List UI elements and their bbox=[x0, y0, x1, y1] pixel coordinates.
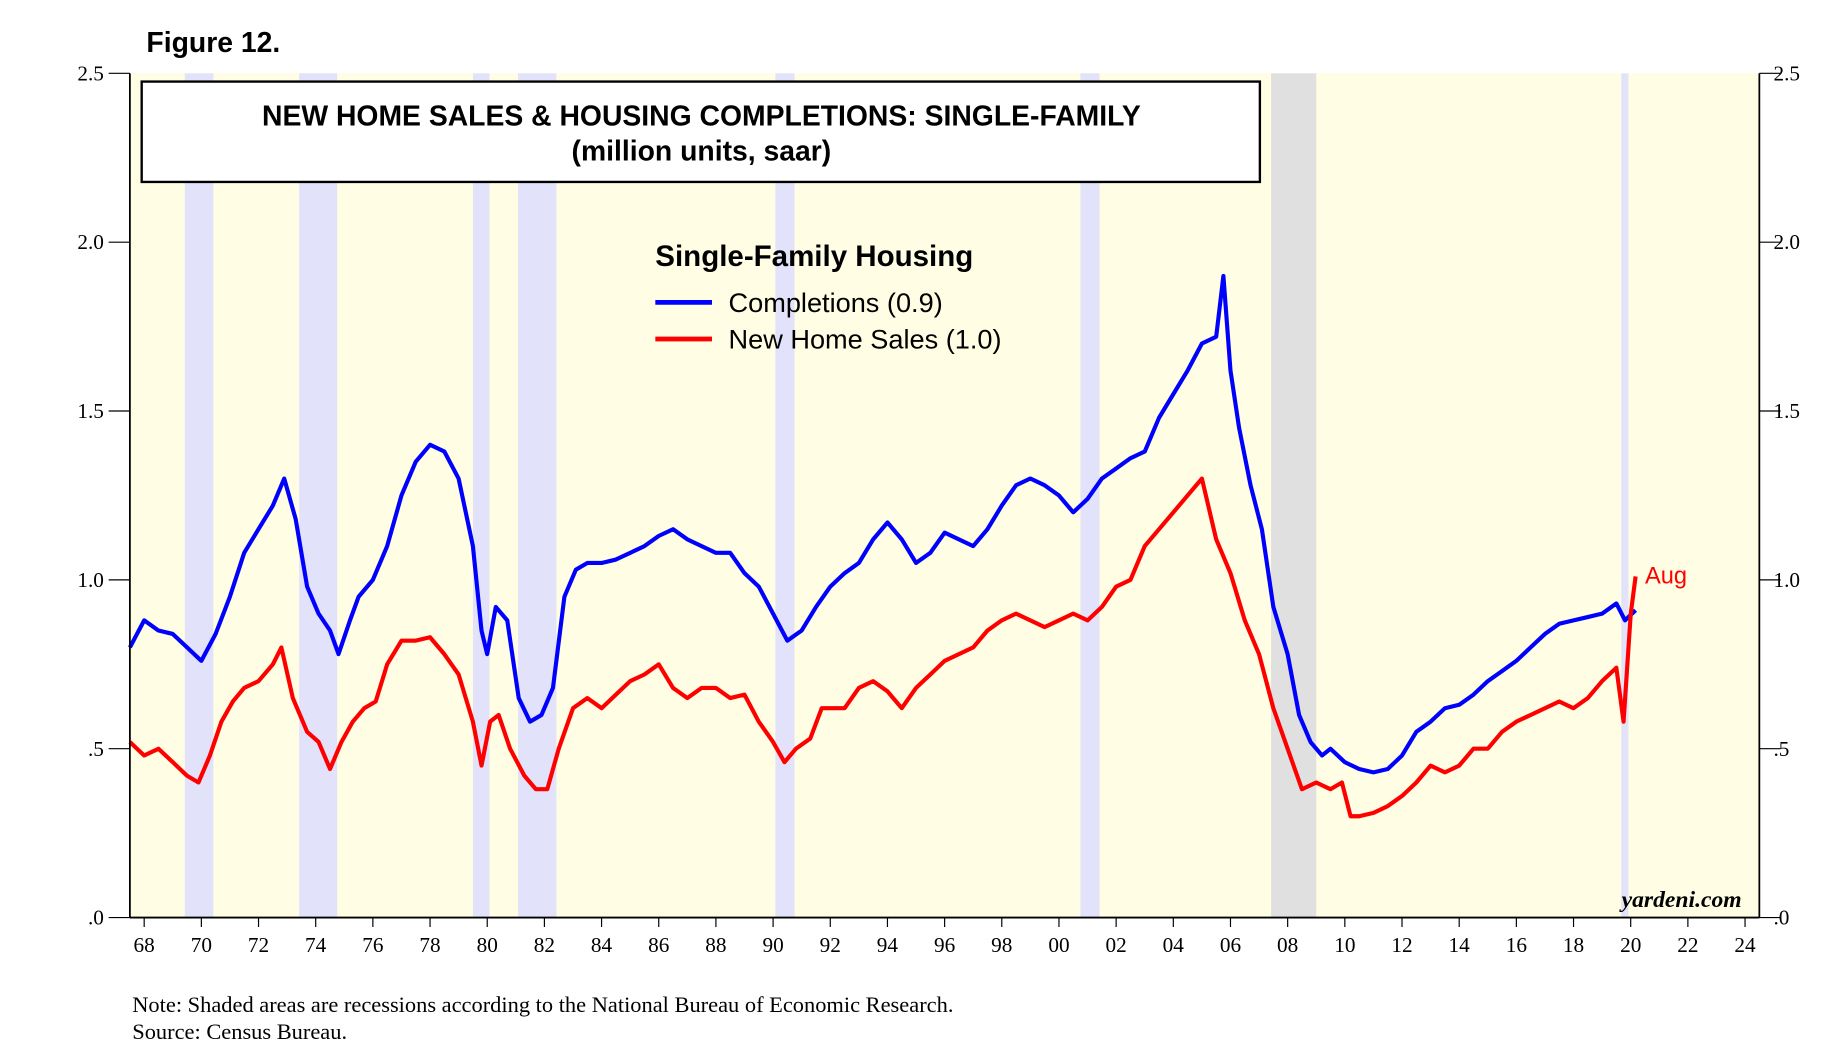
x-tick-label: 92 bbox=[820, 933, 841, 957]
series-line bbox=[128, 273, 1638, 775]
watermark: yardeni.com bbox=[1619, 887, 1742, 913]
x-tick-label: 74 bbox=[305, 933, 327, 957]
x-tick-label: 18 bbox=[1563, 933, 1584, 957]
recession-band bbox=[299, 73, 338, 918]
x-tick-label: 08 bbox=[1277, 933, 1298, 957]
x-tick-label: 22 bbox=[1677, 933, 1698, 957]
x-tick-label: 16 bbox=[1506, 933, 1527, 957]
chart-subtitle: (million units, saar) bbox=[572, 136, 832, 168]
plot-background bbox=[129, 73, 1760, 918]
x-tick-label: 14 bbox=[1449, 933, 1471, 957]
x-tick-label: 10 bbox=[1334, 933, 1355, 957]
title-box bbox=[140, 80, 1262, 184]
x-tick-label: 12 bbox=[1391, 933, 1412, 957]
x-tick-label: 76 bbox=[362, 933, 383, 957]
series-line bbox=[128, 476, 1638, 819]
recession-band bbox=[1271, 73, 1317, 918]
y-tick-label: .0 bbox=[88, 906, 104, 930]
y-tick-label: 2.0 bbox=[77, 230, 104, 254]
y2-tick-label: .0 bbox=[1774, 906, 1790, 930]
x-tick-label: 84 bbox=[591, 933, 613, 957]
source: Source: Census Bureau. bbox=[132, 1019, 347, 1044]
x-tick-label: 86 bbox=[648, 933, 669, 957]
x-tick-label: 00 bbox=[1048, 933, 1069, 957]
x-tick-label: 70 bbox=[191, 933, 212, 957]
y2-tick-label: 2.5 bbox=[1774, 61, 1801, 85]
y-tick-label: 1.5 bbox=[77, 399, 104, 423]
x-tick-label: 24 bbox=[1734, 933, 1756, 957]
x-tick-label: 72 bbox=[248, 933, 269, 957]
y2-tick-label: .5 bbox=[1774, 737, 1790, 761]
y-tick-label: 2.5 bbox=[77, 61, 104, 85]
recession-band bbox=[472, 73, 490, 918]
legend-label: New Home Sales (1.0) bbox=[729, 323, 1002, 354]
x-tick-label: 04 bbox=[1163, 933, 1185, 957]
y2-tick-label: 2.0 bbox=[1774, 230, 1801, 254]
note: Note: Shaded areas are recessions accord… bbox=[132, 992, 953, 1017]
x-tick-label: 96 bbox=[934, 933, 955, 957]
x-tick-label: 68 bbox=[134, 933, 155, 957]
x-tick-label: 80 bbox=[477, 933, 498, 957]
y2-tick-label: 1.0 bbox=[1774, 568, 1801, 592]
recession-band bbox=[775, 73, 795, 918]
x-tick-label: 82 bbox=[534, 933, 555, 957]
x-tick-label: 78 bbox=[419, 933, 440, 957]
annotation: Aug bbox=[1645, 564, 1687, 590]
x-tick-label: 98 bbox=[991, 933, 1012, 957]
marks bbox=[128, 273, 1638, 819]
x-tick-label: 94 bbox=[877, 933, 899, 957]
legend-label: Completions (0.9) bbox=[729, 287, 943, 318]
plot-area bbox=[129, 73, 1760, 918]
legend-title: Single-Family Housing bbox=[655, 240, 973, 273]
x-tick-label: 06 bbox=[1220, 933, 1241, 957]
x-tick-label: 02 bbox=[1106, 933, 1127, 957]
x-tick-label: 90 bbox=[762, 933, 783, 957]
chart-title: NEW HOME SALES & HOUSING COMPLETIONS: SI… bbox=[262, 100, 1141, 132]
recession-band bbox=[184, 73, 214, 918]
recession-band bbox=[1621, 73, 1629, 918]
y-tick-label: 1.0 bbox=[77, 568, 104, 592]
figure-label: Figure 12. bbox=[146, 27, 280, 59]
x-tick-label: 88 bbox=[705, 933, 726, 957]
y2-tick-label: 1.5 bbox=[1774, 399, 1801, 423]
y-tick-label: .5 bbox=[88, 737, 104, 761]
x-tick-label: 20 bbox=[1620, 933, 1641, 957]
